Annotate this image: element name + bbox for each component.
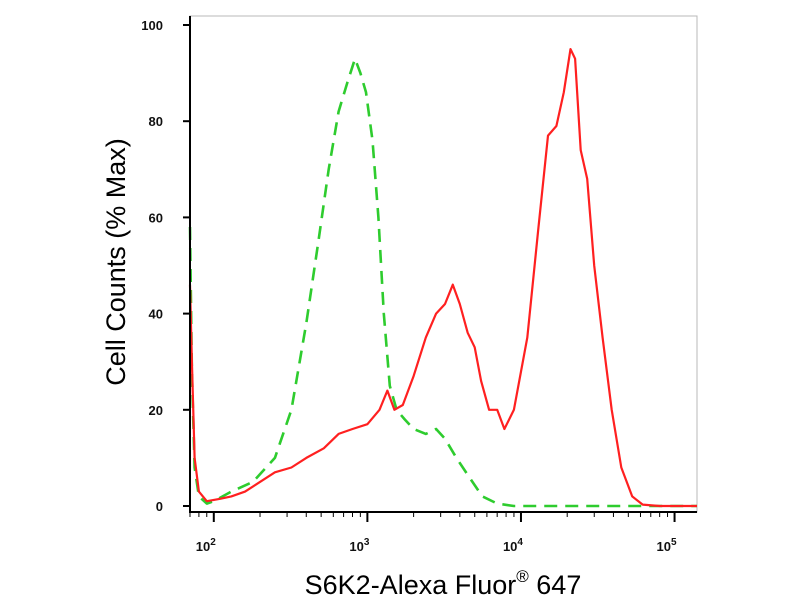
y-tick-label: 20 <box>149 403 163 418</box>
series-layer <box>188 48 697 508</box>
y-tick-label: 80 <box>149 114 163 129</box>
x-axis-title-superscript: ® <box>516 567 529 586</box>
x-tick-label: 104 <box>503 537 523 554</box>
y-axis-ticks: 0 20 40 60 80 100 <box>141 18 190 514</box>
y-tick-label: 100 <box>141 18 163 33</box>
y-tick-label: 40 <box>149 307 163 322</box>
x-axis-title-main: S6K2-Alexa Fluor <box>305 570 517 600</box>
x-tick-label: 103 <box>349 537 369 554</box>
x-tick-label: 102 <box>196 537 216 554</box>
series-line-2 <box>188 48 697 508</box>
x-axis-ticks: 102 103 104 105 <box>189 512 677 554</box>
series-line-1 <box>188 57 697 508</box>
x-axis-title-suffix: 647 <box>529 570 582 600</box>
y-tick-label: 60 <box>149 210 163 225</box>
y-axis-title: Cell Counts (% Max) <box>101 138 131 386</box>
y-tick-label: 0 <box>156 499 163 514</box>
x-axis-title: S6K2-Alexa Fluor® 647 <box>305 567 582 600</box>
x-tick-label: 105 <box>657 537 677 554</box>
